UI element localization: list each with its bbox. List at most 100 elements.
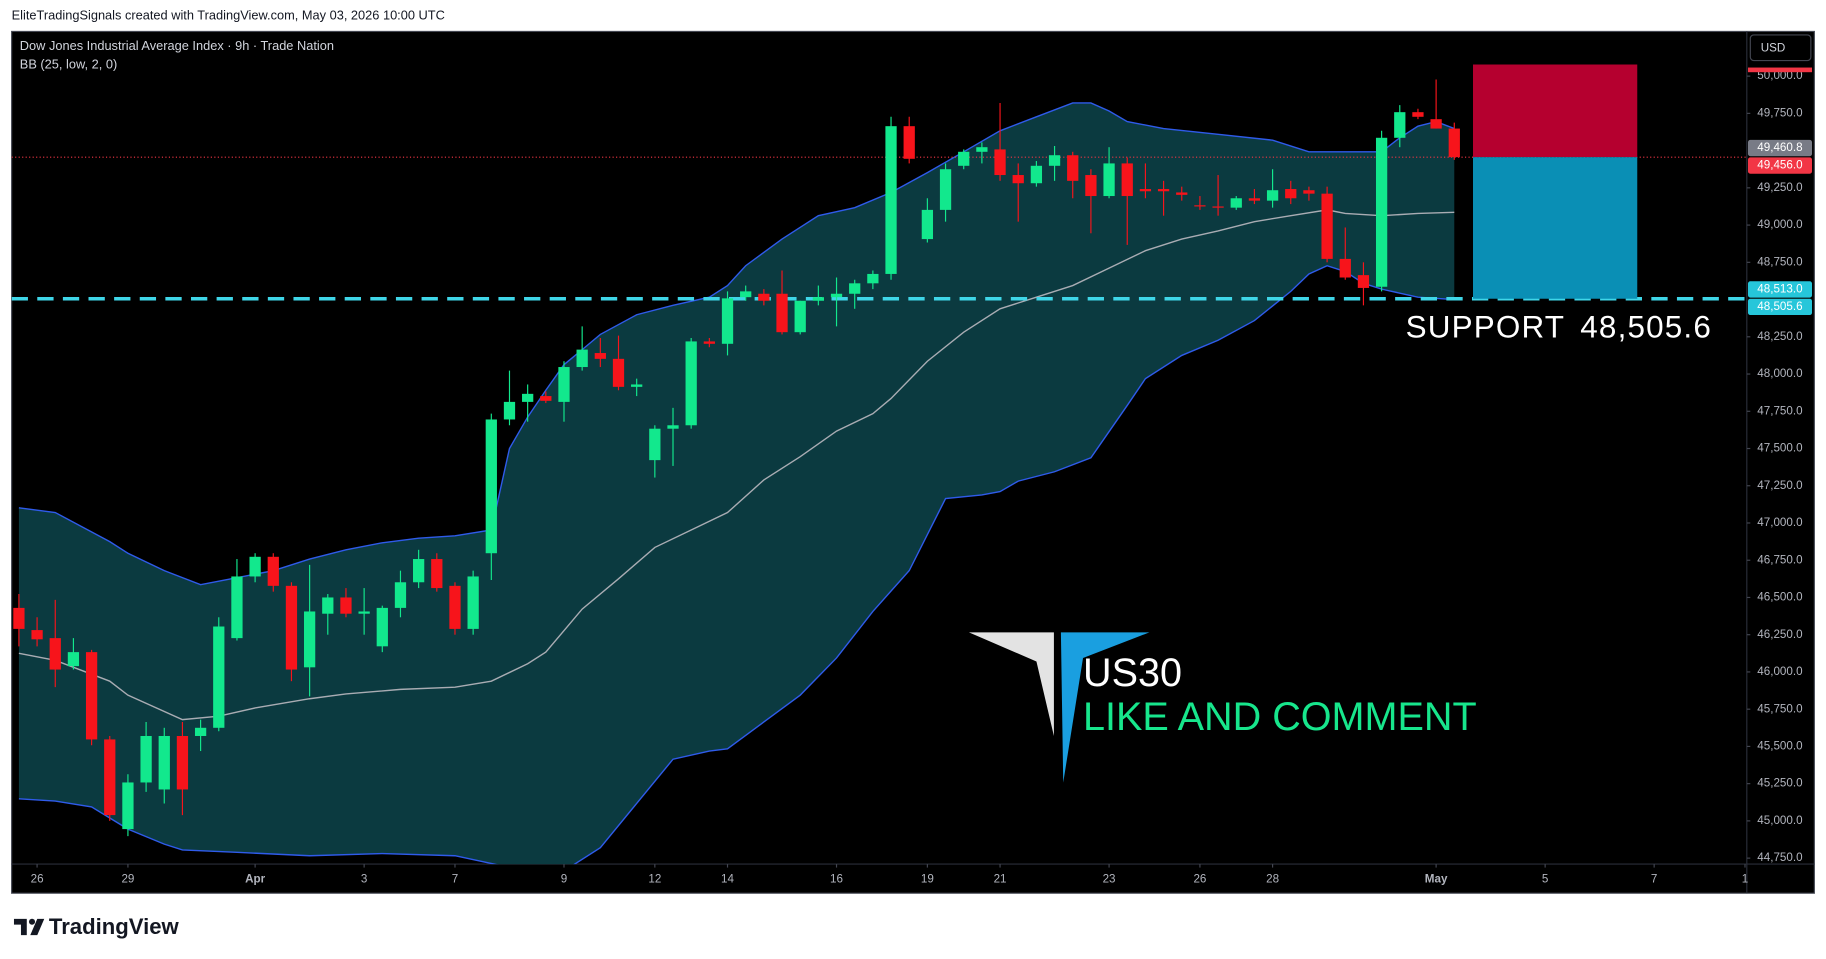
y-tick-label: 44,750.0 <box>1757 851 1803 864</box>
candle-body <box>467 576 479 629</box>
candle-body <box>685 341 697 426</box>
candle-body <box>1012 175 1024 184</box>
candle-body <box>485 419 497 554</box>
candle-body <box>322 597 334 614</box>
candle-body <box>1121 163 1133 197</box>
candle-body <box>376 607 388 647</box>
candle-body <box>285 585 298 670</box>
candle-body <box>13 607 25 629</box>
candle-body <box>958 151 970 166</box>
candle-body <box>358 611 370 614</box>
candle-body <box>49 638 61 670</box>
chart-title: Dow Jones Industrial Average Index · 9h … <box>20 38 334 53</box>
candle-body <box>104 739 116 816</box>
y-tick-label: 46,000.0 <box>1757 665 1803 678</box>
x-tick-label: May <box>1425 872 1448 885</box>
price-label: 48,513.0 <box>1757 283 1803 296</box>
brand-glyph <box>13 918 27 936</box>
candle-body <box>1321 193 1333 259</box>
candle-body <box>994 149 1006 176</box>
candle-body <box>31 630 43 640</box>
candle-body <box>503 401 516 420</box>
support-label: SUPPORT <box>1406 309 1566 344</box>
candle-body <box>1448 128 1460 158</box>
y-tick-label: 49,750.0 <box>1757 106 1803 119</box>
candle-body <box>1048 155 1061 166</box>
price-label-box <box>1747 157 1813 174</box>
axis-marker <box>1747 67 1813 73</box>
candle-body <box>1030 165 1043 184</box>
candle-body <box>1339 258 1351 278</box>
currency-label[interactable]: USD <box>1761 41 1786 54</box>
candle-body <box>1375 137 1388 287</box>
candle-body <box>449 585 461 629</box>
candle-body <box>1394 112 1406 138</box>
x-tick-label: 19 <box>921 872 934 885</box>
price-label: 49,460.8 <box>1757 141 1802 154</box>
candle-body <box>558 367 570 402</box>
y-tick-label: 49,250.0 <box>1757 181 1803 194</box>
x-tick-label: 26 <box>31 872 44 885</box>
indicator-legend: BB (25, low, 2, 0) <box>20 57 117 72</box>
x-tick-label: Apr <box>245 872 265 885</box>
candle-body <box>740 291 752 298</box>
watermark-subtitle: LIKE AND COMMENT <box>1083 695 1477 739</box>
band-line <box>18 209 1455 721</box>
candle-body <box>176 735 189 790</box>
candle-body <box>1176 192 1188 195</box>
candle-body <box>540 396 552 401</box>
candle-body <box>812 297 824 301</box>
x-tick-label: 12 <box>648 872 661 885</box>
candle-body <box>267 556 279 586</box>
candle-body <box>122 782 134 830</box>
y-tick-label: 45,750.0 <box>1757 702 1803 715</box>
y-tick-label: 48,000.0 <box>1757 367 1803 380</box>
candle-body <box>140 735 152 783</box>
band-fill <box>18 102 1455 865</box>
currency-button[interactable] <box>1749 34 1812 62</box>
candle-body <box>1357 275 1370 288</box>
candle-body <box>867 273 879 284</box>
y-tick-label: 48,250.0 <box>1757 330 1803 343</box>
candle-body <box>394 582 407 608</box>
price-label-box <box>1747 298 1813 316</box>
candle-body <box>522 393 534 402</box>
brand-logo <box>13 918 45 936</box>
candle-body <box>231 576 243 639</box>
candle-body <box>649 428 661 461</box>
candle-body <box>1303 190 1315 194</box>
y-tick-label: 46,750.0 <box>1757 553 1803 566</box>
candle-body <box>1139 189 1152 192</box>
watermark-logo <box>968 632 1150 783</box>
candle-body <box>776 293 788 333</box>
brand-name: TradingView <box>49 914 180 939</box>
candle-body <box>1230 198 1242 208</box>
candle-body <box>1248 198 1261 201</box>
candle-body <box>576 349 588 368</box>
candle-body <box>413 559 425 583</box>
header-text: EliteTradingSignals created with Trading… <box>12 8 445 23</box>
x-tick-label: 9 <box>561 872 567 885</box>
candle-body <box>939 169 952 210</box>
candle-body <box>1266 190 1279 201</box>
logo-right <box>1060 632 1150 783</box>
y-tick-label: 45,500.0 <box>1757 739 1803 752</box>
band-line <box>18 265 1455 865</box>
candle-body <box>721 298 734 344</box>
x-tick-label: 7 <box>452 872 458 885</box>
x-tick-label: 1 <box>1742 872 1748 885</box>
watermark-title: US30 <box>1083 651 1182 695</box>
candle-body <box>213 626 225 728</box>
x-tick-label: 7 <box>1651 872 1657 885</box>
candle-body <box>1412 112 1424 117</box>
candle-body <box>903 126 915 159</box>
y-tick-label: 49,000.0 <box>1757 218 1803 231</box>
support-value-label: 48,505.6 <box>1580 309 1712 344</box>
y-tick-label: 47,750.0 <box>1757 404 1803 417</box>
candle-body <box>1285 189 1297 199</box>
y-tick-label: 45,250.0 <box>1757 777 1803 790</box>
candle-body <box>67 652 80 667</box>
target-zone <box>1473 157 1638 299</box>
candle-body <box>1430 119 1442 129</box>
x-tick-label: 14 <box>721 872 734 885</box>
